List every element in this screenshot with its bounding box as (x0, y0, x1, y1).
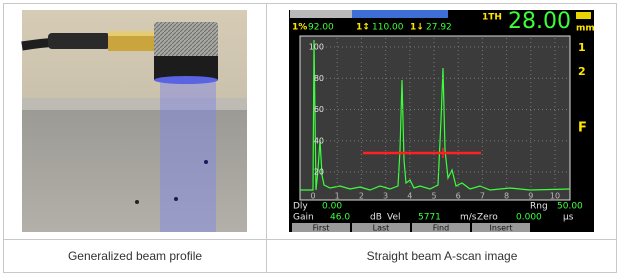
status-label: 1↕ (356, 23, 370, 33)
x-label: 0 (310, 192, 315, 201)
beam-photo (21, 10, 247, 232)
param-value: 46.0 (330, 213, 350, 223)
status-label: 1↓ (410, 23, 424, 33)
thickness-value: 28.00 (508, 9, 571, 34)
x-label: 3 (383, 192, 388, 201)
x-label: 8 (504, 192, 509, 201)
thickness-label: 1TH (482, 13, 502, 23)
unit: mm (576, 24, 595, 34)
x-label: 5 (431, 192, 436, 201)
x-label: 1 (335, 192, 340, 201)
button-label: Find (433, 224, 449, 233)
x-label: 4 (407, 192, 412, 201)
caption: Generalized beam profile (68, 249, 202, 263)
y-label: 40 (314, 136, 324, 145)
button-label: First (313, 224, 330, 233)
caption: Straight beam A-scan image (367, 249, 518, 263)
param-label: Dly (293, 202, 308, 212)
x-label: 7 (480, 192, 485, 201)
status-value: 110.00 (372, 23, 404, 33)
soft-button[interactable] (352, 223, 410, 232)
param-value: 5771 (418, 213, 441, 223)
y-label: 20 (314, 168, 324, 177)
param-label: Rng (530, 202, 548, 212)
a-scan-screen (289, 10, 594, 232)
button-label: Last (373, 224, 390, 233)
status-label: 1% (292, 23, 307, 33)
param-label: Vel (387, 213, 401, 223)
status-value: 27.92 (426, 23, 452, 33)
soft-button[interactable] (412, 223, 470, 232)
soft-button[interactable] (292, 223, 350, 232)
a-scan-trace (300, 39, 571, 191)
param-unit: µs (563, 213, 574, 223)
y-label: 80 (314, 74, 324, 83)
x-label: 9 (528, 192, 533, 201)
param-value: 0.00 (322, 202, 342, 212)
side-label: F (578, 121, 587, 136)
status-value: 92.00 (308, 23, 334, 33)
param-label: Gain (293, 213, 314, 223)
side-label: 2 (578, 65, 586, 78)
param-label: Zero (477, 213, 498, 223)
x-label: 10 (550, 192, 560, 201)
x-label: 2 (359, 192, 364, 201)
side-label: 1 (578, 41, 586, 54)
param-unit: dB (370, 213, 382, 223)
y-label: 60 (314, 105, 324, 114)
table-border (3, 3, 617, 273)
param-value: 0.000 (516, 213, 542, 223)
param-value: 50.00 (557, 202, 583, 212)
x-label: 6 (456, 192, 461, 201)
button-label: Insert (490, 224, 513, 233)
soft-button[interactable] (472, 223, 530, 232)
y-label: 100 (309, 43, 324, 52)
param-unit: m/s (460, 213, 477, 223)
